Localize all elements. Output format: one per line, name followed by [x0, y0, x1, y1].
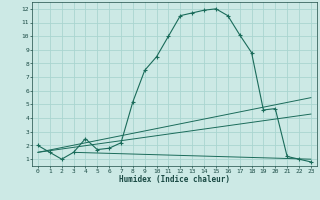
X-axis label: Humidex (Indice chaleur): Humidex (Indice chaleur): [119, 175, 230, 184]
